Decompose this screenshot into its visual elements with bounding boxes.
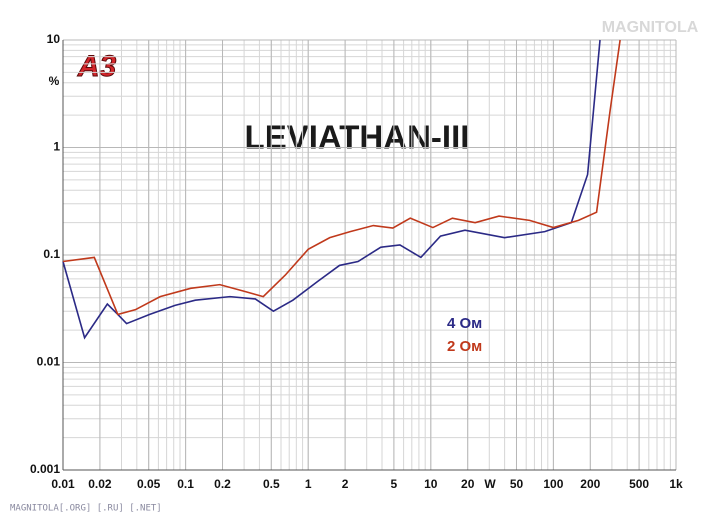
x-tick-label: 0.02 <box>88 477 112 491</box>
legend-entry: 2 Ом <box>447 338 482 355</box>
x-tick-label: 50 <box>510 477 524 491</box>
y-tick-label: 0.1 <box>43 247 60 261</box>
data-line <box>62 39 601 340</box>
x-tick-label: 2 <box>342 477 349 491</box>
x-tick-label: 500 <box>629 477 649 491</box>
logo: A3 <box>77 50 117 83</box>
footer: MAGNITOLA[.ORG] [.RU] [.NET] <box>10 504 162 514</box>
x-tick-label: 0.5 <box>263 477 280 491</box>
watermark: MAGNITOLA <box>602 19 699 36</box>
x-tick-label: 0.2 <box>214 477 231 491</box>
x-tick-label: 0.1 <box>177 477 194 491</box>
data-line <box>62 39 621 316</box>
x-tick-label: 0.05 <box>137 477 161 491</box>
y-axis-label: % <box>49 74 60 88</box>
x-tick-label: 20 <box>461 477 475 491</box>
x-tick-label: 1k <box>669 477 683 491</box>
x-tick-label: 100 <box>543 477 563 491</box>
y-tick-label: 1 <box>53 140 60 154</box>
y-tick-label: 10 <box>47 32 61 46</box>
x-tick-label: 1 <box>305 477 312 491</box>
x-tick-label: 0.01 <box>51 477 75 491</box>
legend-entry: 4 Ом <box>447 315 482 332</box>
y-tick-label: 0.01 <box>37 355 61 369</box>
x-tick-label: 10 <box>424 477 438 491</box>
x-tick-label: 5 <box>391 477 398 491</box>
x-tick-label: 200 <box>580 477 600 491</box>
x-axis-label: W <box>484 477 496 491</box>
grid <box>62 39 677 471</box>
y-tick-label: 0.001 <box>30 462 60 476</box>
chart-title: LEVIATHAN-III <box>245 119 470 156</box>
